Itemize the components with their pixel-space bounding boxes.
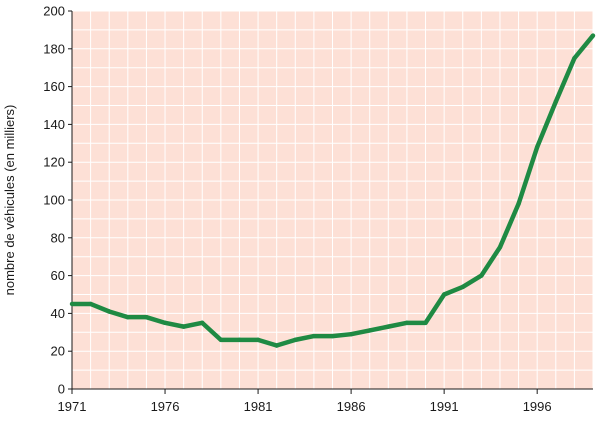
x-tick-label: 1971: [58, 399, 87, 414]
data-point: [237, 337, 242, 343]
x-tick-label: 1991: [430, 399, 459, 414]
x-tick-label: 1996: [523, 399, 552, 414]
data-point: [181, 324, 186, 329]
data-point: [69, 301, 75, 307]
y-tick-label: 140: [43, 117, 65, 132]
y-axis-ticks: 0 20 40 60 80 100 120 140 160 180 200: [43, 4, 72, 397]
data-point: [330, 333, 335, 339]
data-point: [218, 337, 224, 343]
x-axis-ticks: 1971 1976 1981 1986 1991 1996: [58, 389, 552, 414]
data-point: [479, 273, 484, 278]
data-point: [572, 56, 577, 61]
y-tick-label: 180: [43, 41, 65, 56]
data-point: [516, 201, 521, 206]
data-point: [200, 320, 205, 326]
data-point: [460, 284, 465, 290]
data-point: [162, 320, 168, 326]
y-tick-label: 80: [51, 230, 65, 245]
data-point: [107, 309, 112, 314]
data-point: [348, 331, 354, 337]
x-tick-label: 1981: [244, 399, 273, 414]
y-tick-label: 60: [51, 268, 65, 283]
data-point: [441, 292, 447, 297]
y-tick-label: 160: [43, 79, 65, 94]
y-tick-label: 120: [43, 155, 65, 170]
x-tick-label: 1976: [151, 399, 180, 414]
y-tick-label: 40: [51, 306, 65, 321]
y-tick-label: 100: [43, 193, 65, 208]
data-point: [144, 314, 149, 320]
data-point: [88, 301, 93, 307]
data-point: [386, 324, 391, 329]
data-point: [367, 328, 372, 333]
data-point: [553, 99, 558, 104]
data-point: [497, 245, 503, 250]
data-point: [590, 33, 596, 38]
y-tick-label: 0: [58, 382, 65, 397]
data-point: [404, 320, 410, 326]
data-point: [255, 337, 261, 343]
data-point: [274, 343, 279, 348]
series-layer: [69, 33, 596, 348]
data-point: [423, 320, 428, 326]
y-tick-label: 200: [43, 4, 65, 19]
x-tick-label: 1986: [337, 399, 366, 414]
data-point: [125, 314, 131, 320]
data-point: [293, 337, 298, 343]
data-point: [534, 144, 540, 150]
data-point: [311, 333, 317, 339]
y-tick-label: 20: [51, 344, 65, 359]
y-axis-label: nombre de véhicules (en milliers): [2, 105, 17, 296]
